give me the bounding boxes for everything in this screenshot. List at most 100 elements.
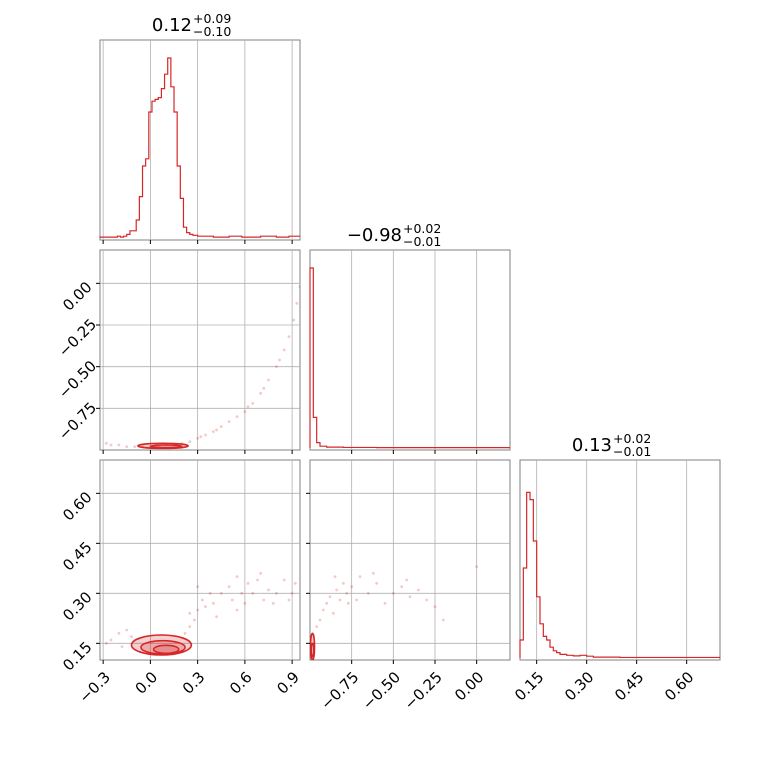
scatter_p1_p2-point-11 xyxy=(188,440,192,444)
scatter_p1_p3-point-34 xyxy=(271,601,275,605)
hist_p3-frame xyxy=(519,459,721,661)
hist_p3-title-plus: +0.02 xyxy=(613,431,651,446)
hist_p3-title-value: 0.13 xyxy=(572,435,612,456)
scatter_p2_p3-point-6 xyxy=(335,588,339,592)
scatter_p1_p3-xtick-label-3: 0.6 xyxy=(226,668,256,698)
scatter_p1_p2-point-16 xyxy=(227,420,231,424)
hist_p1-title: 0.12 +0.09−0.10 xyxy=(152,11,231,39)
hist_p3-xtick-label-2: 0.45 xyxy=(611,668,647,704)
scatter_p1_p2-point-14 xyxy=(211,430,215,434)
scatter_p2_p3-point-10 xyxy=(350,585,354,589)
hist_p1-title-plus: +0.09 xyxy=(193,11,231,26)
scatter_p2_p3-frame xyxy=(309,459,511,661)
scatter_p1_p2-point-13 xyxy=(204,433,207,437)
hist_p1-title-minus: −0.10 xyxy=(193,24,231,39)
scatter_p2_p3-point-24 xyxy=(333,575,337,579)
scatter_p2_p3-plot-area xyxy=(310,565,479,660)
scatter_p2_p3-point-21 xyxy=(433,605,437,609)
scatter_p1_p2-point-18 xyxy=(243,410,247,414)
hist_p3-xtick-label-3: 0.60 xyxy=(661,668,697,704)
scatter_p1_p2-point-29 xyxy=(262,386,266,390)
scatter_p1_p2-point-17 xyxy=(235,415,239,419)
scatter_p2_p3-point-1 xyxy=(318,618,322,622)
scatter_p1_p2-point-3 xyxy=(125,445,129,449)
scatter_p1_p3-point-14 xyxy=(219,591,223,595)
scatter_p1_p3-xtick-label-1: 0.0 xyxy=(132,668,162,698)
scatter_p1_p3-point-31 xyxy=(215,615,218,619)
scatter_p1_p3-ytick-label-1: 0.45 xyxy=(59,538,95,574)
scatter_p1_p3-point-26 xyxy=(282,578,286,582)
scatter_p1_p2-point-19 xyxy=(251,401,255,405)
scatter_p1_p3-point-20 xyxy=(246,581,250,585)
scatter_p2_p3-point-27 xyxy=(405,578,409,582)
scatter_p1_p3-point-22 xyxy=(259,571,263,575)
scatter_p1_p3-point-35 xyxy=(188,611,192,615)
scatter_p1_p2-point-1 xyxy=(109,443,113,447)
scatter_p2_p3-point-4 xyxy=(328,595,332,599)
scatter_p1_p2-ytick-label-3: −0.75 xyxy=(55,399,100,444)
scatter_p1_p2-point-24 xyxy=(287,335,291,339)
scatter_p1_p2-point-30 xyxy=(278,358,281,362)
scatter_p1_p2-point-25 xyxy=(292,318,296,322)
hist_p1-frame xyxy=(99,39,301,241)
hist_p2-title-plus: +0.02 xyxy=(403,221,441,236)
scatter_p1_p3-point-21 xyxy=(251,591,255,595)
scatter_p2_p3-point-11 xyxy=(355,598,359,602)
scatter_p1_p3-point-18 xyxy=(240,591,244,595)
scatter_p1_p3-ytick-label-3: 0.15 xyxy=(59,638,95,674)
scatter_p1_p2-point-23 xyxy=(282,348,286,352)
hist_p1-title-value: 0.12 xyxy=(152,15,192,36)
scatter_p1_p3-xtick-label-2: 0.3 xyxy=(179,668,209,698)
scatter_p1_p3-point-19 xyxy=(243,601,247,605)
scatter_p1_p3-ytick-label-0: 0.60 xyxy=(59,488,95,524)
hist_p1-histogram-line xyxy=(99,57,300,238)
scatter_p2_p3-point-12 xyxy=(358,575,362,579)
scatter_p1_p3-point-30 xyxy=(196,585,200,589)
scatter_p2_p3-point-13 xyxy=(366,591,370,595)
scatter_p1_p3-point-10 xyxy=(200,598,204,602)
scatter_p1_p3-contour-2 xyxy=(152,644,180,655)
scatter_p2_p3-point-5 xyxy=(331,611,335,615)
scatter_p1_p3-point-9 xyxy=(196,608,200,612)
hist_p2-title-value: −0.98 xyxy=(347,225,402,246)
scatter_p1_p2-point-21 xyxy=(267,378,270,382)
scatter_p2_p3-point-3 xyxy=(325,601,329,605)
scatter_p1_p2-contour-1 xyxy=(149,444,183,449)
scatter_p2_p3-point-8 xyxy=(341,581,345,585)
scatter_p1_p2-point-12 xyxy=(196,436,200,440)
scatter_p2_p3-point-19 xyxy=(416,588,420,592)
scatter_p2_p3-point-7 xyxy=(338,598,342,602)
scatter_p2_p3-point-0 xyxy=(315,625,319,629)
scatter_p2_p3-point-16 xyxy=(391,591,395,595)
scatter_p2_p3-point-23 xyxy=(475,565,479,569)
scatter_p1_p3-point-23 xyxy=(262,598,266,602)
scatter_p1_p2-ytick-label-1: −0.25 xyxy=(55,315,100,360)
hist_p2-title: −0.98 +0.02−0.01 xyxy=(347,221,441,249)
scatter_p2_p3-xtick-label-2: −0.25 xyxy=(401,668,446,713)
hist_p3-title: 0.13 +0.02−0.01 xyxy=(572,431,651,459)
scatter_p2_p3-point-18 xyxy=(408,595,412,599)
scatter_p1_p3-point-12 xyxy=(208,591,212,595)
hist_p2-histogram-line xyxy=(309,267,510,449)
scatter_p1_p2-point-0 xyxy=(104,441,108,445)
scatter_p1_p2-point-4 xyxy=(133,445,137,449)
scatter_p2_p3-point-22 xyxy=(441,618,445,622)
scatter_p1_p3-point-4 xyxy=(130,635,133,639)
scatter_p2_p3-xtick-label-1: −0.50 xyxy=(359,668,404,713)
scatter_p1_p2-point-27 xyxy=(298,285,300,289)
scatter_p1_p2-point-32 xyxy=(215,428,218,432)
scatter_p1_p3-point-24 xyxy=(267,588,270,592)
scatter_p2_p3-point-14 xyxy=(375,581,379,585)
hist_p2-title-minus: −0.01 xyxy=(403,234,441,249)
scatter_p1_p3-plot-area xyxy=(104,571,297,656)
scatter_p1_p3-point-3 xyxy=(125,628,129,632)
scatter_p1_p3-point-27 xyxy=(287,598,291,602)
scatter_p2_p3-contour-1 xyxy=(310,642,315,658)
scatter_p2_p3-xtick-label-3: 0.00 xyxy=(451,668,487,704)
scatter_p1_p2-point-26 xyxy=(295,301,299,305)
scatter_p1_p3-point-17 xyxy=(235,575,239,579)
scatter_p1_p3-xtick-label-4: 0.9 xyxy=(273,668,303,698)
hist_p3-xtick-label-1: 0.30 xyxy=(561,668,597,704)
scatter_p1_p2-point-28 xyxy=(246,405,250,409)
